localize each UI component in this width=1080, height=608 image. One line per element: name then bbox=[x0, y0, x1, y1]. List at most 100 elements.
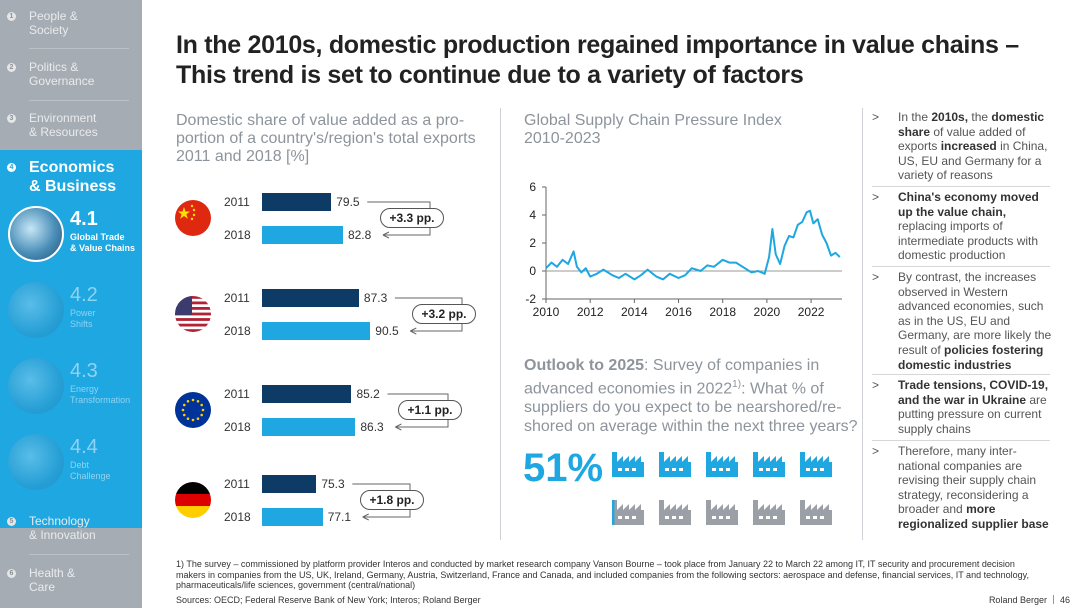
subitem-power-shifts[interactable]: 4.2 Power Shifts bbox=[0, 276, 142, 348]
divider bbox=[872, 186, 1050, 187]
page-number: 46 bbox=[1059, 595, 1070, 605]
chevron-right-icon: > bbox=[872, 378, 880, 392]
brand-name: Roland Berger bbox=[988, 595, 1047, 605]
bar-value-label: 87.3 bbox=[363, 291, 388, 305]
bar-value-label: 90.5 bbox=[375, 324, 399, 338]
bullet-text: of value added of exports bbox=[898, 124, 1026, 154]
bullet-item: > China's economy moved up the value chai… bbox=[872, 190, 1052, 263]
factory-icon bbox=[705, 497, 739, 525]
x-tick-label: 2014 bbox=[621, 305, 648, 319]
divider bbox=[862, 108, 863, 540]
section-number-badge: 5 bbox=[7, 517, 16, 526]
brand-footer: Roland Berger 46 bbox=[989, 595, 1070, 605]
bar-2011 bbox=[262, 193, 332, 211]
outlook-heading: Outlook to 2025 bbox=[524, 357, 645, 374]
bullet-emphasis: Trade tensions, COVID-19, and the war in… bbox=[898, 378, 1049, 407]
sources: Sources: OECD; Federal Reserve Bank of N… bbox=[176, 595, 481, 605]
delta-badge: +1.8 pp. bbox=[360, 490, 424, 510]
bar-value-label: 85.2 bbox=[356, 387, 380, 401]
china-flag-icon bbox=[175, 200, 211, 236]
x-tick-label: 2018 bbox=[709, 305, 736, 319]
energy-transformation-thumbnail-icon bbox=[8, 358, 64, 414]
bar-year-label: 2011 bbox=[224, 477, 250, 491]
factory-icon bbox=[658, 497, 692, 525]
delta-badge: +3.3 pp. bbox=[380, 208, 444, 228]
section-number-badge: 3 bbox=[7, 114, 16, 123]
bullet-text: the bbox=[968, 110, 992, 124]
chevron-right-icon: > bbox=[872, 190, 880, 204]
factory-icon bbox=[752, 497, 786, 525]
y-tick-label: 0 bbox=[529, 264, 536, 278]
y-tick-label: 4 bbox=[529, 208, 536, 222]
bar-2011 bbox=[262, 289, 359, 307]
factory-icon bbox=[611, 497, 645, 525]
bar-year-label: 2011 bbox=[224, 291, 250, 305]
x-tick-label: 2010 bbox=[533, 305, 560, 319]
sidebar-item-label: Health & Care bbox=[29, 566, 76, 594]
x-tick-label: 2020 bbox=[754, 305, 781, 319]
y-tick-label: -2 bbox=[525, 292, 536, 306]
factory-icon bbox=[705, 449, 739, 477]
bar-value-label: 77.1 bbox=[327, 510, 352, 524]
x-tick-label: 2016 bbox=[665, 305, 692, 319]
outlook-question: Outlook to 2025: Survey of companies in … bbox=[524, 356, 869, 436]
factory-icon bbox=[611, 449, 645, 477]
active-section-economics-business: 4 Economics & Business 4.1 Global Trade … bbox=[0, 150, 142, 528]
divider bbox=[29, 554, 129, 555]
sidebar: 1 People & Society 2 Politics & Governan… bbox=[0, 0, 142, 608]
global-trade-thumbnail-icon bbox=[8, 206, 64, 262]
bullet-emphasis: 2010s, bbox=[931, 110, 969, 124]
bar-year-label: 2011 bbox=[224, 387, 250, 401]
section-number-badge: 6 bbox=[7, 569, 16, 578]
divider bbox=[29, 48, 129, 49]
series-line-gscpi bbox=[545, 209, 841, 281]
chevron-right-icon: > bbox=[872, 110, 880, 124]
bullet-item: > In the 2010s, the domestic share of val… bbox=[872, 110, 1052, 183]
footnote-marker: 1) bbox=[732, 379, 742, 390]
divider bbox=[872, 266, 1050, 267]
bullet-item: > Therefore, many inter-national companie… bbox=[872, 444, 1052, 532]
divider bbox=[500, 108, 501, 540]
subitem-energy-transformation[interactable]: 4.3 Energy Transformation bbox=[0, 352, 142, 424]
outlook-text: : Survey of companies in advanced econom… bbox=[524, 357, 820, 398]
chart-title: Global Supply Chain Pressure Index 2010-… bbox=[524, 112, 782, 147]
outlook-text: : What % of suppliers do you expect to b… bbox=[524, 380, 858, 436]
subitem-number: 4.2 bbox=[70, 284, 98, 306]
bar-year-label: 2018 bbox=[224, 324, 251, 338]
factory-icon bbox=[658, 449, 692, 477]
bullet-item: > Trade tensions, COVID-19, and the war i… bbox=[872, 378, 1052, 436]
debt-challenge-thumbnail-icon bbox=[8, 434, 64, 490]
bar-2011 bbox=[262, 385, 352, 403]
subitem-number: 4.3 bbox=[70, 360, 98, 382]
bullet-text: are putting pressure on current supply c… bbox=[898, 392, 1047, 436]
germany-flag-icon bbox=[175, 482, 211, 518]
eu-flag-icon bbox=[175, 392, 211, 428]
bar-panel-title: Domestic share of value added as a pro- … bbox=[176, 112, 476, 165]
bullet-item: > By contrast, the increases observed in … bbox=[872, 270, 1052, 372]
sidebar-item-label: People & Society bbox=[29, 9, 78, 37]
section-number-badge: 4 bbox=[7, 163, 16, 172]
bullet-emphasis: China's economy moved up the value chain… bbox=[898, 190, 1039, 219]
y-tick-label: 2 bbox=[529, 236, 536, 250]
subitem-number: 4.1 bbox=[70, 208, 98, 230]
section-number-badge: 1 bbox=[7, 12, 16, 21]
bullet-text: Therefore, many inter-national companies… bbox=[898, 444, 1037, 517]
sidebar-item-label: Economics & Business bbox=[29, 159, 117, 195]
subitem-label: Energy Transformation bbox=[70, 384, 131, 405]
subitem-label: Power Shifts bbox=[70, 308, 96, 329]
chevron-right-icon: > bbox=[872, 444, 880, 458]
subitem-global-trade-value-chains[interactable]: 4.1 Global Trade & Value Chains bbox=[0, 200, 142, 272]
bar-year-label: 2018 bbox=[224, 228, 251, 242]
us-flag-icon bbox=[175, 296, 211, 332]
bullet-text: By contrast, the increases observed in W… bbox=[898, 270, 1052, 357]
subitem-number: 4.4 bbox=[70, 436, 98, 458]
bar-year-label: 2011 bbox=[224, 195, 250, 209]
sidebar-item-label: Environment & Resources bbox=[29, 111, 98, 139]
bullet-text: In the bbox=[898, 110, 932, 124]
subitem-debt-challenge[interactable]: 4.4 Debt Challenge bbox=[0, 428, 142, 500]
bar-value-label: 79.5 bbox=[336, 195, 360, 209]
bullet-emphasis: increased bbox=[940, 139, 997, 154]
x-tick-label: 2012 bbox=[577, 305, 604, 319]
bullet-text: in China, US, EU and Germany for a varie… bbox=[898, 139, 1048, 183]
